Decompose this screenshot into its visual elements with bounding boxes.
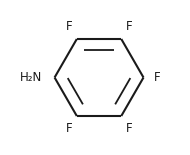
Text: F: F bbox=[65, 20, 72, 33]
Text: F: F bbox=[154, 71, 161, 84]
Text: F: F bbox=[126, 122, 133, 135]
Text: F: F bbox=[65, 122, 72, 135]
Text: F: F bbox=[126, 20, 133, 33]
Text: H₂N: H₂N bbox=[20, 71, 42, 84]
